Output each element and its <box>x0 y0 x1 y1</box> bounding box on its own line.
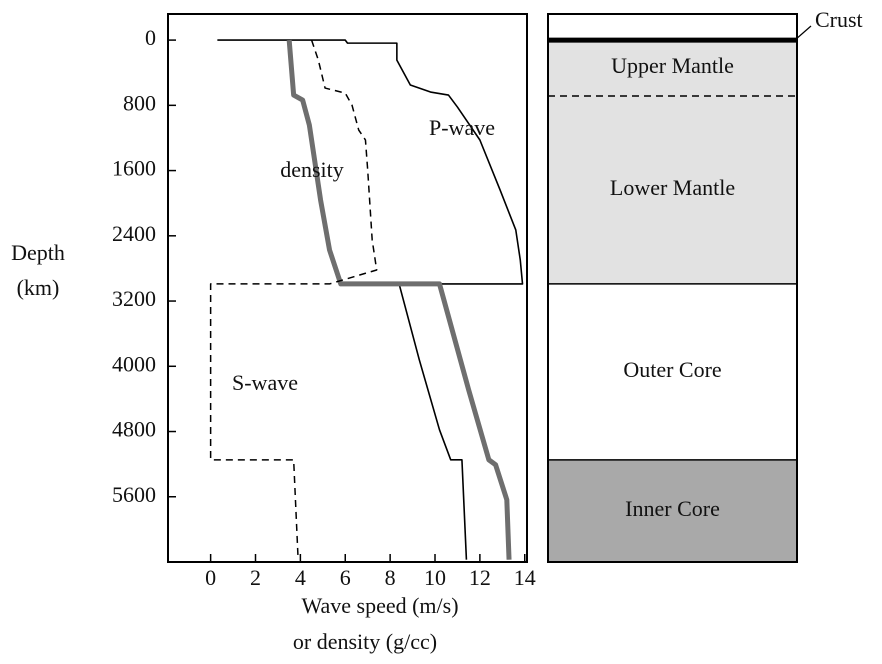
layer-label: Lower Mantle <box>610 175 735 200</box>
x-tick-label: 8 <box>385 565 396 590</box>
x-tick-label: 12 <box>469 565 491 590</box>
layer-label: Outer Core <box>623 357 721 382</box>
x-axis-label: or density (g/cc) <box>293 629 437 654</box>
y-tick-label: 0 <box>145 25 156 50</box>
layer-label: Crust <box>815 7 863 32</box>
series-line <box>286 39 512 560</box>
y-tick-label: 5600 <box>112 482 156 507</box>
x-tick-label: 4 <box>295 565 306 590</box>
y-tick-label: 2400 <box>112 221 156 246</box>
y-tick-label: 3200 <box>112 286 156 311</box>
series-label: P-wave <box>429 115 495 140</box>
series-label: density <box>280 157 344 182</box>
layer-label: Upper Mantle <box>611 53 734 78</box>
x-tick-label: 6 <box>340 565 351 590</box>
layer <box>548 283 797 460</box>
series-line <box>217 39 524 560</box>
y-tick-label: 800 <box>123 90 156 115</box>
y-axis-label: Depth <box>11 240 65 265</box>
x-tick-label: 10 <box>424 565 446 590</box>
layer <box>548 459 797 562</box>
y-axis-label: (km) <box>17 275 60 300</box>
x-tick-label: 0 <box>205 565 216 590</box>
layer <box>548 14 797 41</box>
y-tick-label: 1600 <box>112 156 156 181</box>
x-tick-label: 14 <box>514 565 536 590</box>
layer-frame <box>547 13 798 563</box>
x-tick-label: 2 <box>250 565 261 590</box>
y-tick-label: 4800 <box>112 417 156 442</box>
layer-label: Inner Core <box>625 496 720 521</box>
layer <box>548 40 797 97</box>
plot-frame <box>167 13 528 563</box>
y-tick-label: 4000 <box>112 351 156 376</box>
series-label: S-wave <box>232 370 298 395</box>
layer <box>548 96 797 284</box>
x-axis-label: Wave speed (m/s) <box>301 593 458 618</box>
